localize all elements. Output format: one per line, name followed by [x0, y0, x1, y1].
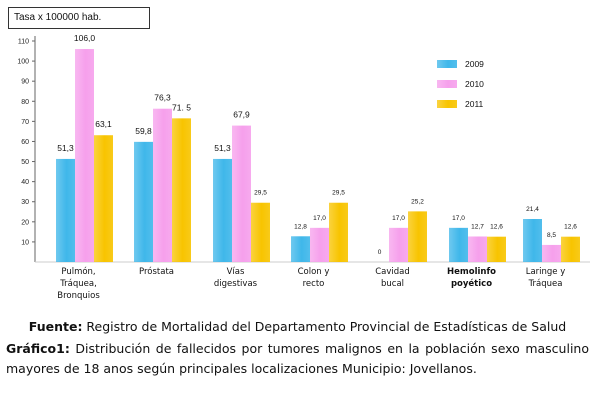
y-axis-title-box: Tasa x 100000 hab. — [8, 7, 150, 29]
y-tick-label: 40 — [21, 179, 29, 186]
data-label: 17,0 — [392, 215, 405, 222]
figure-text: Distribución de fallecidos por tumores m… — [6, 341, 589, 376]
x-tick-label: Próstata — [139, 266, 174, 277]
x-tick-label: Pulmón, — [61, 266, 95, 277]
bar-2010-1 — [153, 108, 172, 262]
x-tick-label: Tráquea — [528, 279, 563, 289]
bar-2010-0 — [75, 49, 94, 262]
y-tick-label: 90 — [21, 79, 29, 86]
x-tick-label: Vías — [227, 267, 245, 277]
bar-2009-6 — [523, 219, 542, 262]
y-tick-label: 30 — [21, 199, 29, 206]
legend-label: 2009 — [465, 59, 484, 69]
bar-2011-4 — [408, 211, 427, 262]
y-tick-label: 60 — [21, 139, 29, 146]
bar-2011-2 — [251, 202, 270, 262]
y-tick-label: 80 — [21, 99, 29, 106]
bar-2010-6 — [542, 244, 561, 262]
data-label: 25,2 — [411, 198, 424, 205]
data-label: 21,4 — [526, 206, 539, 213]
legend-label: 2010 — [465, 79, 484, 89]
figure-description: Gráfico1: Distribución de fallecidos por… — [6, 339, 589, 379]
data-label: 63,1 — [95, 119, 112, 129]
data-label: 51,3 — [57, 143, 74, 153]
bar-2011-1 — [172, 118, 191, 262]
x-tick-label: Cavidad — [375, 267, 410, 277]
bar-2011-6 — [561, 236, 580, 262]
x-tick-label: recto — [303, 279, 325, 289]
legend-swatch-2011 — [437, 100, 457, 108]
bar-2009-5 — [449, 227, 468, 262]
source-label: Fuente: — [28, 319, 83, 334]
x-tick-label: digestivas — [214, 279, 258, 289]
data-label: 0 — [378, 249, 382, 256]
data-label: 29,5 — [332, 190, 345, 197]
bar-2011-3 — [329, 202, 348, 262]
data-label: 8,5 — [547, 232, 556, 239]
data-label: 12,6 — [490, 224, 503, 231]
legend-swatch-2009 — [437, 60, 457, 68]
y-tick-label: 100 — [17, 59, 29, 66]
y-tick-label: 20 — [21, 219, 29, 226]
data-label: 17,0 — [313, 215, 326, 222]
bar-2010-4 — [389, 227, 408, 262]
legend-swatch-2010 — [437, 80, 457, 88]
bar-2009-2 — [213, 158, 232, 262]
data-label: 12,7 — [471, 223, 484, 230]
source-text: Registro de Mortalidad del Departamento … — [82, 319, 567, 334]
bar-chart: 10 20 30 40 50 60 70 80 90 100 110 51,3 106,0 63,1 Pul… — [17, 33, 590, 301]
y-tick-label: 10 — [21, 239, 29, 246]
bar-2009-3 — [291, 236, 310, 262]
bar-2011-5 — [487, 236, 506, 262]
x-tick-label: Colon y — [298, 267, 330, 277]
data-label: 12,6 — [564, 224, 577, 231]
x-tick-label: poyético — [451, 278, 492, 289]
figure-label: Gráfico1: — [6, 341, 70, 356]
figure-caption: Fuente: Registro de Mortalidad del Depar… — [6, 318, 589, 379]
chart-area: Tasa x 100000 hab. 10 20 30 40 50 60 70 80 90 100… — [8, 7, 590, 301]
data-label: 106,0 — [74, 33, 96, 43]
data-label: 29,5 — [254, 190, 267, 197]
bar-2011-0 — [94, 135, 113, 262]
bar-2009-1 — [134, 141, 153, 262]
data-label: 51,3 — [214, 143, 231, 153]
y-tick-label: 50 — [21, 159, 29, 166]
bar-2010-3 — [310, 227, 329, 262]
bar-2009-0 — [56, 158, 75, 262]
data-label: 76,3 — [154, 93, 171, 103]
x-tick-label: Laringe y — [526, 267, 566, 277]
data-label: 67,9 — [233, 110, 250, 120]
x-tick-label: bucal — [381, 279, 404, 289]
y-tick-label: 70 — [21, 119, 29, 126]
y-tick-label: 110 — [18, 39, 29, 46]
source-line: Fuente: Registro de Mortalidad del Depar… — [6, 318, 589, 336]
x-tick-label: Hemolinfo — [447, 267, 496, 277]
y-axis-title: Tasa x 100000 hab. — [14, 12, 102, 23]
x-tick-label: Bronquios — [57, 291, 100, 301]
bar-2010-5 — [468, 236, 487, 262]
data-label: 12,8 — [294, 223, 307, 230]
data-label: 71. 5 — [172, 102, 191, 112]
data-label: 59,8 — [135, 126, 152, 136]
data-label: 17,0 — [452, 215, 465, 222]
legend-label: 2011 — [465, 99, 484, 109]
bar-2010-2 — [232, 125, 251, 262]
x-tick-label: Tráquea, — [59, 279, 97, 289]
